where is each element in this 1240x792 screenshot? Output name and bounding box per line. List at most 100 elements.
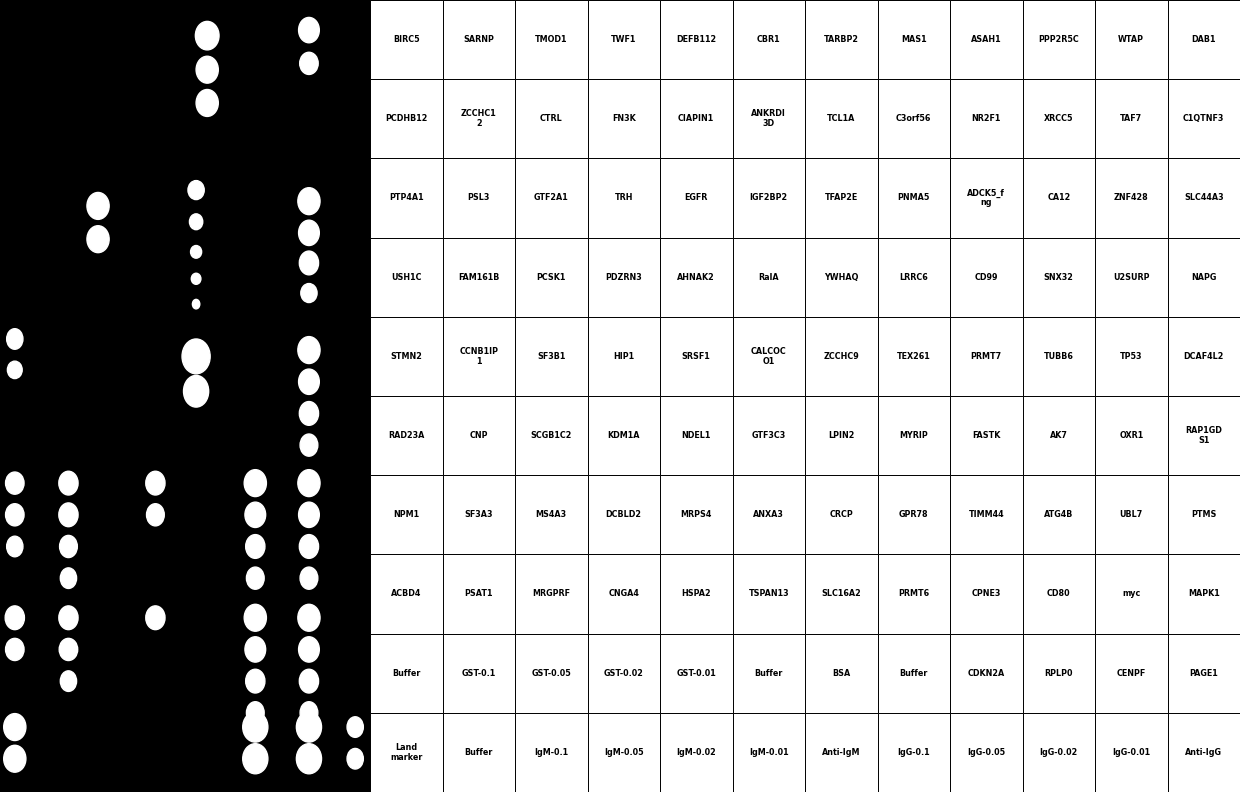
Bar — [660, 554, 733, 634]
Bar — [370, 554, 443, 634]
Text: CENPF: CENPF — [1117, 668, 1146, 678]
Bar — [443, 158, 515, 238]
Bar — [370, 634, 443, 713]
Ellipse shape — [5, 504, 24, 526]
Text: TCL1A: TCL1A — [827, 114, 856, 124]
Text: BSA: BSA — [832, 668, 851, 678]
Bar — [443, 713, 515, 792]
Text: NAPG: NAPG — [1192, 272, 1216, 282]
Text: AHNAK2: AHNAK2 — [677, 272, 715, 282]
Text: PDZRN3: PDZRN3 — [605, 272, 642, 282]
Ellipse shape — [196, 21, 219, 50]
Bar — [1168, 158, 1240, 238]
Ellipse shape — [243, 744, 268, 774]
Bar — [1023, 713, 1095, 792]
Text: IgG-0.1: IgG-0.1 — [898, 748, 930, 757]
Text: CBR1: CBR1 — [756, 35, 780, 44]
Bar — [805, 317, 878, 396]
Bar — [443, 554, 515, 634]
Text: Buffer: Buffer — [755, 668, 782, 678]
Bar — [588, 554, 660, 634]
Text: PTP4A1: PTP4A1 — [389, 193, 424, 203]
Bar — [1023, 79, 1095, 158]
Bar — [878, 475, 950, 554]
Ellipse shape — [300, 434, 317, 456]
Ellipse shape — [298, 470, 320, 497]
Bar — [950, 79, 1023, 158]
Ellipse shape — [196, 56, 218, 83]
Ellipse shape — [146, 504, 164, 526]
Bar — [733, 475, 805, 554]
Bar — [1023, 0, 1095, 79]
Text: GST-0.01: GST-0.01 — [676, 668, 717, 678]
Text: CRCP: CRCP — [830, 510, 853, 520]
Ellipse shape — [58, 503, 78, 527]
Ellipse shape — [60, 535, 77, 558]
Bar — [805, 713, 878, 792]
Bar — [1023, 396, 1095, 475]
Bar — [878, 0, 950, 79]
Text: LRRC6: LRRC6 — [899, 272, 928, 282]
Bar — [950, 634, 1023, 713]
Text: SLC16A2: SLC16A2 — [821, 589, 861, 599]
Text: TWF1: TWF1 — [611, 35, 636, 44]
Bar — [370, 396, 443, 475]
Ellipse shape — [299, 369, 320, 394]
Ellipse shape — [300, 52, 319, 74]
Bar — [515, 79, 588, 158]
Text: MAS1: MAS1 — [901, 35, 926, 44]
Bar — [950, 0, 1023, 79]
Text: ANKRDI
3D: ANKRDI 3D — [751, 109, 786, 128]
Text: NR2F1: NR2F1 — [972, 114, 1001, 124]
Text: ANXA3: ANXA3 — [754, 510, 784, 520]
Bar — [443, 317, 515, 396]
Bar — [1168, 475, 1240, 554]
Bar — [805, 554, 878, 634]
Text: NPM1: NPM1 — [393, 510, 419, 520]
Bar — [733, 79, 805, 158]
Text: PAGE1: PAGE1 — [1189, 668, 1218, 678]
Text: DEFB112: DEFB112 — [676, 35, 717, 44]
Text: CIAPIN1: CIAPIN1 — [678, 114, 714, 124]
Text: U2SURP: U2SURP — [1114, 272, 1149, 282]
Bar — [733, 158, 805, 238]
Bar — [1023, 475, 1095, 554]
Bar — [1168, 0, 1240, 79]
Ellipse shape — [5, 638, 24, 661]
Ellipse shape — [299, 251, 319, 275]
Bar — [443, 79, 515, 158]
Ellipse shape — [246, 669, 265, 693]
Bar — [660, 79, 733, 158]
Text: SNX32: SNX32 — [1044, 272, 1074, 282]
Text: TRH: TRH — [615, 193, 632, 203]
Ellipse shape — [298, 337, 320, 364]
Text: SCGB1C2: SCGB1C2 — [531, 431, 572, 440]
Text: HSPA2: HSPA2 — [682, 589, 711, 599]
Text: EGFR: EGFR — [684, 193, 708, 203]
Text: SF3B1: SF3B1 — [537, 352, 565, 361]
Text: IgG-0.02: IgG-0.02 — [1039, 748, 1078, 757]
Bar — [733, 634, 805, 713]
Text: FASTK: FASTK — [972, 431, 1001, 440]
Text: Anti-IgM: Anti-IgM — [822, 748, 861, 757]
Text: FAM161B: FAM161B — [458, 272, 500, 282]
Text: PSL3: PSL3 — [467, 193, 490, 203]
Text: C3orf56: C3orf56 — [897, 114, 931, 124]
Bar — [515, 634, 588, 713]
Ellipse shape — [299, 17, 320, 43]
Bar — [588, 475, 660, 554]
Bar — [370, 79, 443, 158]
Bar — [878, 554, 950, 634]
Text: KDM1A: KDM1A — [608, 431, 640, 440]
Bar — [588, 238, 660, 317]
Text: TIMM44: TIMM44 — [968, 510, 1004, 520]
Ellipse shape — [61, 671, 77, 691]
Text: Buffer: Buffer — [392, 668, 420, 678]
Text: ZNF428: ZNF428 — [1114, 193, 1148, 203]
Ellipse shape — [299, 502, 320, 527]
Bar — [1095, 0, 1168, 79]
Bar — [805, 238, 878, 317]
Text: HIP1: HIP1 — [614, 352, 635, 361]
Text: RAD23A: RAD23A — [388, 431, 424, 440]
Ellipse shape — [190, 214, 203, 230]
